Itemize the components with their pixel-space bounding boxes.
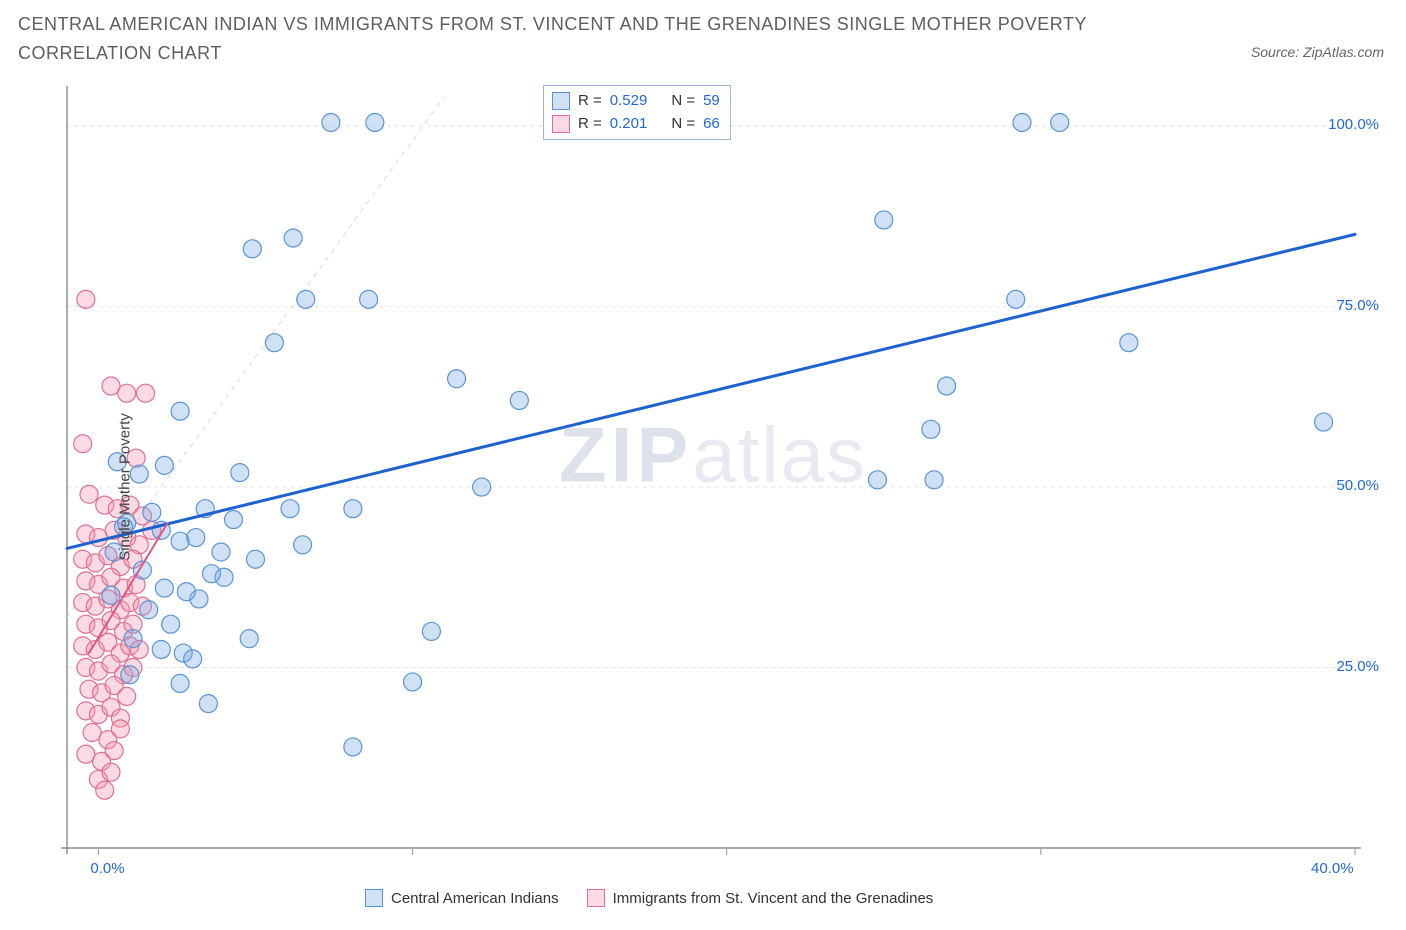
y-tick-label: 75.0% [1336, 297, 1379, 314]
stat-r-label: R = [578, 90, 602, 113]
correlation-legend: R = 0.529 N = 59 R = 0.201 N = 66 [543, 85, 731, 140]
stat-r-label: R = [578, 113, 602, 136]
stat-n-label: N = [671, 90, 695, 113]
legend-stats-row: R = 0.529 N = 59 [552, 90, 720, 113]
legend-swatch [365, 889, 383, 907]
series-legend-item: Immigrants from St. Vincent and the Gren… [587, 889, 934, 907]
stat-n-label: N = [671, 113, 695, 136]
source-attribution: Source: ZipAtlas.com [1251, 44, 1384, 60]
stat-n-value: 59 [703, 90, 720, 113]
legend-swatch [552, 115, 570, 133]
legend-swatch [552, 92, 570, 110]
series-legend-item: Central American Indians [365, 889, 559, 907]
legend-stats-row: R = 0.201 N = 66 [552, 113, 720, 136]
y-axis-label: Single Mother Poverty [116, 413, 133, 561]
y-tick-label: 50.0% [1336, 477, 1379, 494]
x-tick-label: 0.0% [90, 860, 124, 877]
y-tick-label: 25.0% [1336, 658, 1379, 675]
legend-swatch [587, 889, 605, 907]
x-tick-label: 40.0% [1311, 860, 1354, 877]
y-tick-label: 100.0% [1328, 116, 1379, 133]
chart-title: CENTRAL AMERICAN INDIAN VS IMMIGRANTS FR… [18, 10, 1206, 68]
scatter-plot: Single Mother Poverty ZIPatlas 25.0%50.0… [45, 82, 1381, 892]
chart-svg [45, 82, 1381, 892]
stat-r-value: 0.201 [610, 113, 648, 136]
series-label: Central American Indians [391, 890, 559, 907]
stat-r-value: 0.529 [610, 90, 648, 113]
stat-n-value: 66 [703, 113, 720, 136]
series-legend: Central American Indians Immigrants from … [365, 889, 933, 907]
series-label: Immigrants from St. Vincent and the Gren… [613, 890, 934, 907]
